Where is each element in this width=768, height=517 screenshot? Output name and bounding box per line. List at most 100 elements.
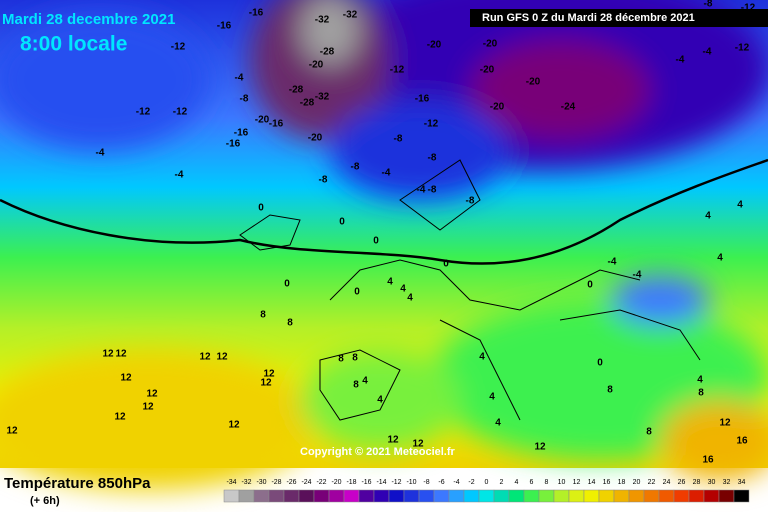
- contour-label: 4: [495, 418, 501, 429]
- colorbar-label: 0: [485, 479, 489, 486]
- contour-label: -20: [490, 102, 505, 113]
- contour-label: -8: [394, 134, 403, 145]
- contour-label: 8: [338, 354, 344, 365]
- colorbar-label: -18: [346, 479, 356, 486]
- contour-label: -20: [483, 39, 498, 50]
- contour-label: -16: [269, 119, 284, 130]
- contour-label: 12: [6, 426, 18, 437]
- contour-label: -20: [526, 77, 541, 88]
- contour-label: 12: [228, 420, 240, 431]
- colorbar-label: 24: [663, 479, 671, 486]
- colorbar-swatch: [313, 489, 330, 503]
- colorbar-label: -26: [286, 479, 296, 486]
- contour-label: 16: [736, 436, 748, 447]
- contour-label: 0: [597, 358, 603, 369]
- colorbar-swatch: [583, 489, 600, 503]
- contour-label: 12: [120, 373, 132, 384]
- contour-label: -20: [309, 60, 324, 71]
- contour-label: -4: [96, 148, 105, 159]
- contour-label: 12: [142, 402, 154, 413]
- contour-label: 8: [646, 427, 652, 438]
- run-text: Run GFS 0 Z du Mardi 28 décembre 2021: [482, 12, 695, 24]
- run-banner: [470, 9, 768, 27]
- contour-label: 4: [717, 253, 723, 264]
- colorbar-label: 4: [515, 479, 519, 486]
- contour-label: 4: [387, 277, 393, 288]
- colorbar-label: -14: [376, 479, 386, 486]
- contour-label: -16: [249, 8, 264, 19]
- colorbar-label: 30: [708, 479, 716, 486]
- colorbar-label: 18: [618, 479, 626, 486]
- contour-label: -32: [315, 15, 330, 26]
- contour-label: 12: [719, 418, 731, 429]
- date-text: Mardi 28 decembre 2021: [2, 11, 175, 28]
- contour-label: 12: [387, 435, 399, 446]
- colorbar-swatch: [688, 489, 705, 503]
- zero-isotherm: [0, 158, 768, 265]
- colorbar-swatch: [268, 489, 285, 503]
- contour-label: 8: [607, 385, 613, 396]
- contour-label: 4: [400, 284, 406, 295]
- colorbar-swatch: [418, 489, 435, 503]
- contour-label: -20: [255, 115, 270, 126]
- colorbar-swatch: [433, 489, 450, 503]
- contour-label: -16: [415, 94, 430, 105]
- contour-label: -16: [226, 139, 241, 150]
- colorbar-swatch: [613, 489, 630, 503]
- colorbar-swatch: [643, 489, 660, 503]
- contour-label: -8: [428, 185, 437, 196]
- colorbar-swatch: [343, 489, 360, 503]
- colorbar-label: 16: [603, 479, 611, 486]
- contour-label: 8: [353, 380, 359, 391]
- colorbar-swatch: [553, 489, 570, 503]
- contour-label: -8: [351, 162, 360, 173]
- contour-label: 4: [705, 211, 711, 222]
- contour-label: 8: [260, 310, 266, 321]
- contour-label: -8: [466, 196, 475, 207]
- contour-label: 0: [443, 259, 449, 270]
- contour-label: 4: [377, 395, 383, 406]
- contour-label: 0: [373, 236, 379, 247]
- colorbar-label: 12: [573, 479, 581, 486]
- contour-label: -4: [703, 47, 712, 58]
- contour-label: 12: [199, 352, 211, 363]
- contour-label: -20: [480, 65, 495, 76]
- legend-subtitle: (+ 6h): [30, 495, 60, 507]
- colorbar-label: 28: [693, 479, 701, 486]
- colorbar-label: 6: [530, 479, 534, 486]
- contour-label: 12: [534, 442, 546, 453]
- colorbar-label: -2: [468, 479, 474, 486]
- colorbar-swatch: [328, 489, 345, 503]
- contour-labels: -16-12-16-32 -32-28-20 -12-20 -20-20-20-24-…: [6, 0, 755, 466]
- contour-label: -4: [382, 168, 391, 179]
- contour-label: -12: [741, 3, 756, 14]
- contour-label: -32: [315, 92, 330, 103]
- colorbar-swatch: [478, 489, 495, 503]
- contour-label: 12: [263, 369, 275, 380]
- contour-label: -32: [343, 10, 358, 21]
- colorbar-label: 26: [678, 479, 686, 486]
- contour-label: 12: [260, 378, 272, 389]
- contour-label: 0: [284, 279, 290, 290]
- colorbar-label: -28: [271, 479, 281, 486]
- contour-label: 8: [287, 318, 293, 329]
- contour-label: 8: [352, 353, 358, 364]
- colorbar-swatch: [358, 489, 375, 503]
- contour-label: -12: [171, 42, 186, 53]
- contour-label: -12: [390, 65, 405, 76]
- colorbar-label: -6: [438, 479, 444, 486]
- colorbar-swatch: [238, 489, 255, 503]
- contour-label: -28: [289, 85, 304, 96]
- colorbar-swatch: [253, 489, 270, 503]
- contour-label: 4: [479, 352, 485, 363]
- contour-label: -4: [235, 73, 244, 84]
- contour-label: -28: [300, 98, 315, 109]
- contour-label: 12: [216, 352, 228, 363]
- contour-label: -4: [417, 185, 426, 196]
- contour-label: 12: [102, 349, 114, 360]
- contour-label: 4: [362, 376, 368, 387]
- colorbar-label: -8: [423, 479, 429, 486]
- contour-label: 0: [258, 203, 264, 214]
